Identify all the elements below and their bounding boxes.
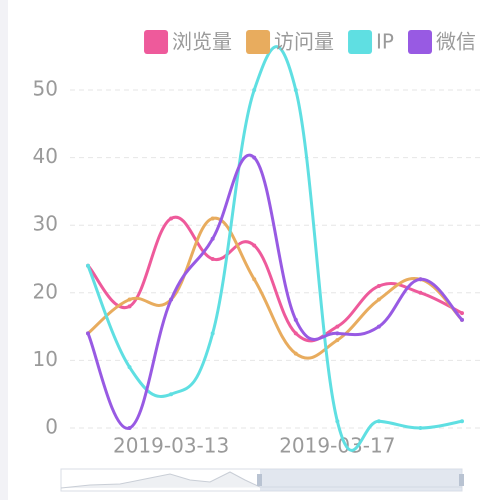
- point: [86, 331, 90, 336]
- y-tick-label: 50: [33, 77, 58, 101]
- legend-label: IP: [376, 30, 394, 54]
- y-tick-label: 30: [33, 212, 58, 236]
- zoom-preview: [60, 471, 462, 489]
- series-line: [86, 45, 463, 452]
- point: [86, 263, 90, 268]
- point: [335, 331, 340, 336]
- point: [169, 297, 174, 302]
- point: [210, 331, 215, 336]
- legend-item[interactable]: 微信: [408, 30, 476, 55]
- point: [418, 426, 423, 430]
- point: [127, 297, 132, 302]
- point: [293, 88, 298, 92]
- point: [376, 284, 381, 289]
- point: [335, 324, 340, 329]
- y-tick-label: 10: [33, 347, 58, 371]
- legend-label: 微信: [436, 30, 476, 54]
- point: [418, 277, 423, 282]
- point: [293, 351, 298, 356]
- series-line: [86, 153, 464, 430]
- point: [376, 297, 381, 302]
- point: [169, 216, 174, 221]
- point: [252, 88, 257, 92]
- point: [252, 155, 257, 160]
- point: [293, 331, 298, 336]
- point: [127, 426, 132, 430]
- legend-label: 访问量: [274, 30, 334, 54]
- x-tick-label: 2019-03-13: [113, 434, 229, 458]
- series-line: [87, 216, 464, 360]
- zoom-handle[interactable]: [257, 474, 262, 486]
- point: [127, 304, 132, 309]
- data-zoom[interactable]: [60, 468, 464, 492]
- y-tick-label: 40: [33, 144, 58, 168]
- point: [460, 419, 464, 424]
- point: [252, 277, 257, 282]
- side-strip: [0, 0, 8, 500]
- zoom-window[interactable]: [260, 469, 462, 491]
- legend-item[interactable]: 访问量: [246, 30, 334, 55]
- legend-swatch: [408, 30, 432, 54]
- point: [169, 392, 174, 397]
- point: [252, 243, 257, 248]
- zoom-handle[interactable]: [459, 474, 464, 486]
- point: [335, 338, 340, 343]
- point: [210, 257, 215, 261]
- y-tick-label: 0: [45, 415, 58, 439]
- legend-swatch: [246, 30, 271, 54]
- point: [460, 311, 464, 316]
- legend-item[interactable]: IP: [348, 30, 394, 55]
- point: [293, 317, 298, 322]
- series-line: [86, 215, 463, 343]
- legend-item[interactable]: 浏览量: [144, 30, 232, 55]
- point: [460, 317, 464, 322]
- point: [418, 290, 423, 295]
- point: [210, 236, 215, 241]
- legend-swatch: [348, 30, 373, 54]
- point: [210, 216, 215, 221]
- legend-label: 浏览量: [172, 30, 232, 54]
- point: [376, 419, 381, 424]
- point: [127, 365, 132, 370]
- y-tick-label: 20: [33, 279, 58, 303]
- legend-swatch: [144, 30, 169, 54]
- x-tick-label: 2019-03-17: [279, 434, 395, 458]
- point: [335, 419, 340, 424]
- point: [376, 324, 381, 329]
